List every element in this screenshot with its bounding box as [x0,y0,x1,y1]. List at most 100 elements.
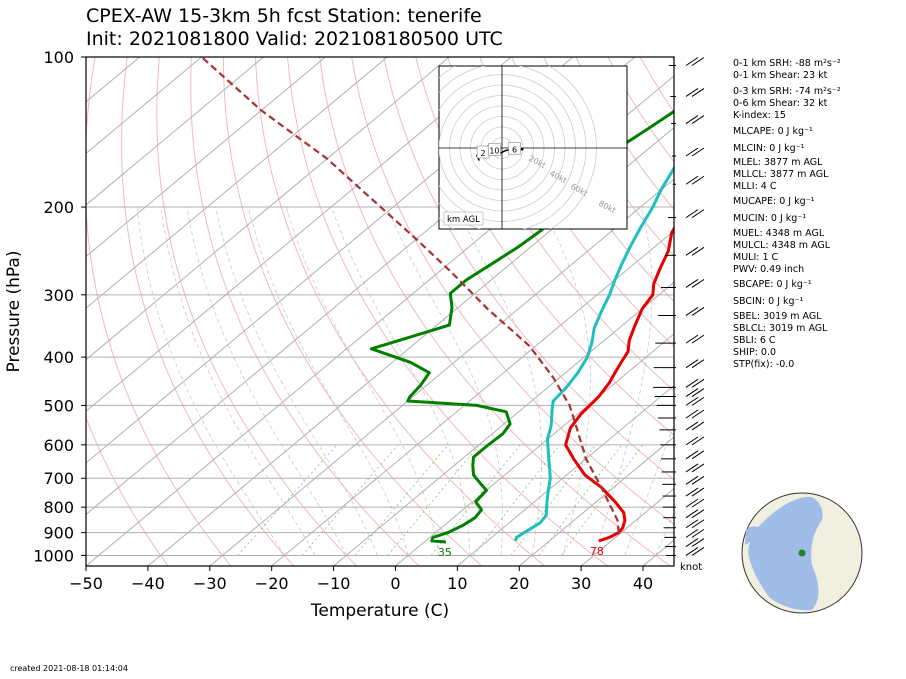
x-tick-label: 20 [509,574,529,593]
wind-barb-flag [692,464,704,472]
wind-barb [653,379,704,387]
wind-barb-flag [692,476,704,484]
dry-adiabat [833,57,906,566]
wind-barb [662,476,704,484]
dry-adiabat [47,57,169,566]
wind-barb-flag [686,529,698,537]
index-line: SHIP: 0.0 [733,347,776,359]
wind-barb [663,488,704,496]
wind-barb-flag [686,176,698,184]
index-line: STP(fix): -0.0 [733,359,794,371]
x-tick-label: 40 [633,574,653,593]
wind-barb-flag [692,499,704,507]
index-line: K-index: 15 [733,110,786,122]
index-line: MULCL: 4348 m AGL [733,240,830,252]
wind-barb-flag [686,57,698,65]
wind-barb-flag [692,307,704,315]
hodograph-height-label: 2 [481,149,486,158]
x-axis-label: Temperature (C) [310,601,449,621]
isotherm [0,57,325,566]
moist-adiabat [137,207,284,555]
wind-barb-flag [686,335,698,343]
y-tick-label: 100 [43,48,74,67]
wind-barb-flag [686,389,698,397]
wind-barbs [653,57,704,555]
index-line: SBCAPE: 0 J kg⁻¹ [733,279,812,291]
y-tick-label: 200 [43,198,74,217]
wind-barb-flag [686,247,698,255]
wind-barb [661,279,704,287]
wind-barb [657,397,704,405]
wind-barb-flag [692,247,704,255]
wind-barb [672,148,704,156]
y-tick-label: 800 [43,498,74,517]
wind-barb [654,360,704,368]
station-marker [799,550,806,557]
moist-adiabat [543,207,591,555]
wind-barb [666,547,704,555]
hodograph-height-unit: km AGL [447,215,480,225]
wind-barb-flag [686,148,698,156]
wind-barb-flag [692,510,704,518]
wind-barb [655,335,704,343]
wind-barb-flag [686,410,698,418]
index-line: MUCAPE: 0 J kg⁻¹ [733,196,814,208]
dry-adiabat [85,57,231,566]
wind-barb-flag [692,437,704,445]
dry-adiabat [157,57,357,566]
y-axis-label: Pressure (hPa) [4,251,24,373]
wind-barb-flag [686,210,698,218]
wind-barb [670,88,704,96]
isotherm [0,57,264,566]
dry-adiabat [191,57,420,566]
wind-barb-flag [692,210,704,218]
wind-barb [664,529,704,537]
wind-barb-flag [686,88,698,96]
wind-barb-flag [692,335,704,343]
surface-dewpoint-label: 35 [438,546,452,559]
surface-temperature-label: 78 [590,545,604,558]
wind-barb-flag [692,397,704,405]
wind-barb-flag [692,539,704,547]
index-line: MULI: 1 C [733,252,778,264]
wind-barb-flag [686,539,698,547]
moist-adiabat [332,207,471,555]
wind-barb-flag [686,279,698,287]
wind-barb-flag [692,176,704,184]
index-line: MLCAPE: 0 J kg⁻¹ [733,126,813,138]
wind-barb-flag [686,488,698,496]
wind-barb-flag [686,116,698,124]
wind-barb-flag [692,488,704,496]
index-line: 0-6 km Shear: 32 kt [733,98,827,110]
y-tick-label: 300 [43,286,74,305]
isotherm [0,57,511,566]
x-tick-label: −50 [69,574,103,593]
wind-barb-flag [692,88,704,96]
wind-barb-flag [692,410,704,418]
globe-locator [742,493,862,613]
wind-barb [663,510,704,518]
y-tick-label: 1000 [33,546,74,565]
wind-barb-flag [686,397,698,405]
x-tick-label: −10 [317,574,351,593]
index-line: MUCIN: 0 J kg⁻¹ [733,213,806,225]
y-tick-label: 700 [43,469,74,488]
x-tick-label: 10 [447,574,467,593]
index-line: SBEL: 3019 m AGL [733,311,822,323]
wind-unit-label: knot [680,562,702,573]
wind-barb [661,451,704,459]
index-line: SBCIN: 0 J kg⁻¹ [733,296,803,308]
wind-barb-flag [686,437,698,445]
index-line: MLEL: 3877 m AGL [733,157,822,169]
wind-barb [671,116,704,124]
wind-barb-flag [686,510,698,518]
index-line: 0-3 km SRH: -74 m²s⁻² [733,86,841,98]
wind-barb [662,464,704,472]
wind-barb-flag [692,360,704,368]
y-tick-label: 600 [43,436,74,455]
wind-barb-flag [692,451,704,459]
dry-adiabat [897,57,906,566]
created-timestamp: created 2021-08-18 01:14:04 [10,664,128,673]
moist-adiabat [187,207,346,555]
